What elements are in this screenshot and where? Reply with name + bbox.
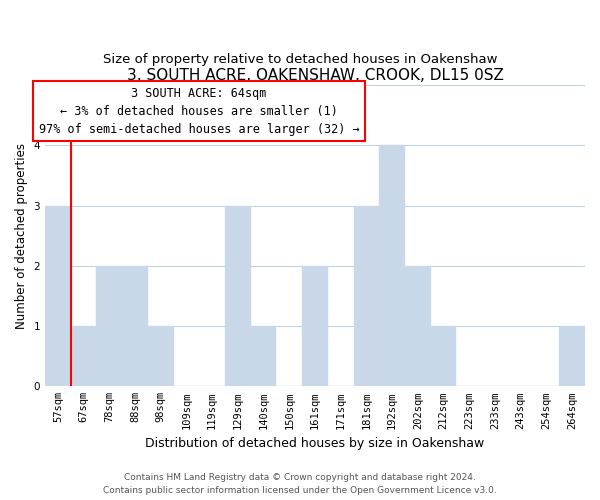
Bar	[559, 326, 585, 386]
Y-axis label: Number of detached properties: Number of detached properties	[15, 142, 28, 328]
Text: Contains HM Land Registry data © Crown copyright and database right 2024.
Contai: Contains HM Land Registry data © Crown c…	[103, 474, 497, 495]
Bar	[431, 326, 457, 386]
Bar	[251, 326, 277, 386]
Bar	[97, 266, 122, 386]
Bar	[302, 266, 328, 386]
Bar	[122, 266, 148, 386]
Bar	[225, 206, 251, 386]
Text: 3 SOUTH ACRE: 64sqm
← 3% of detached houses are smaller (1)
97% of semi-detached: 3 SOUTH ACRE: 64sqm ← 3% of detached hou…	[38, 86, 359, 136]
X-axis label: Distribution of detached houses by size in Oakenshaw: Distribution of detached houses by size …	[145, 437, 485, 450]
Text: Size of property relative to detached houses in Oakenshaw: Size of property relative to detached ho…	[103, 52, 497, 66]
Bar	[45, 206, 71, 386]
Bar	[353, 206, 379, 386]
Bar	[71, 326, 97, 386]
Bar	[405, 266, 431, 386]
Bar	[148, 326, 173, 386]
Bar	[379, 146, 405, 386]
Title: 3, SOUTH ACRE, OAKENSHAW, CROOK, DL15 0SZ: 3, SOUTH ACRE, OAKENSHAW, CROOK, DL15 0S…	[127, 68, 503, 82]
